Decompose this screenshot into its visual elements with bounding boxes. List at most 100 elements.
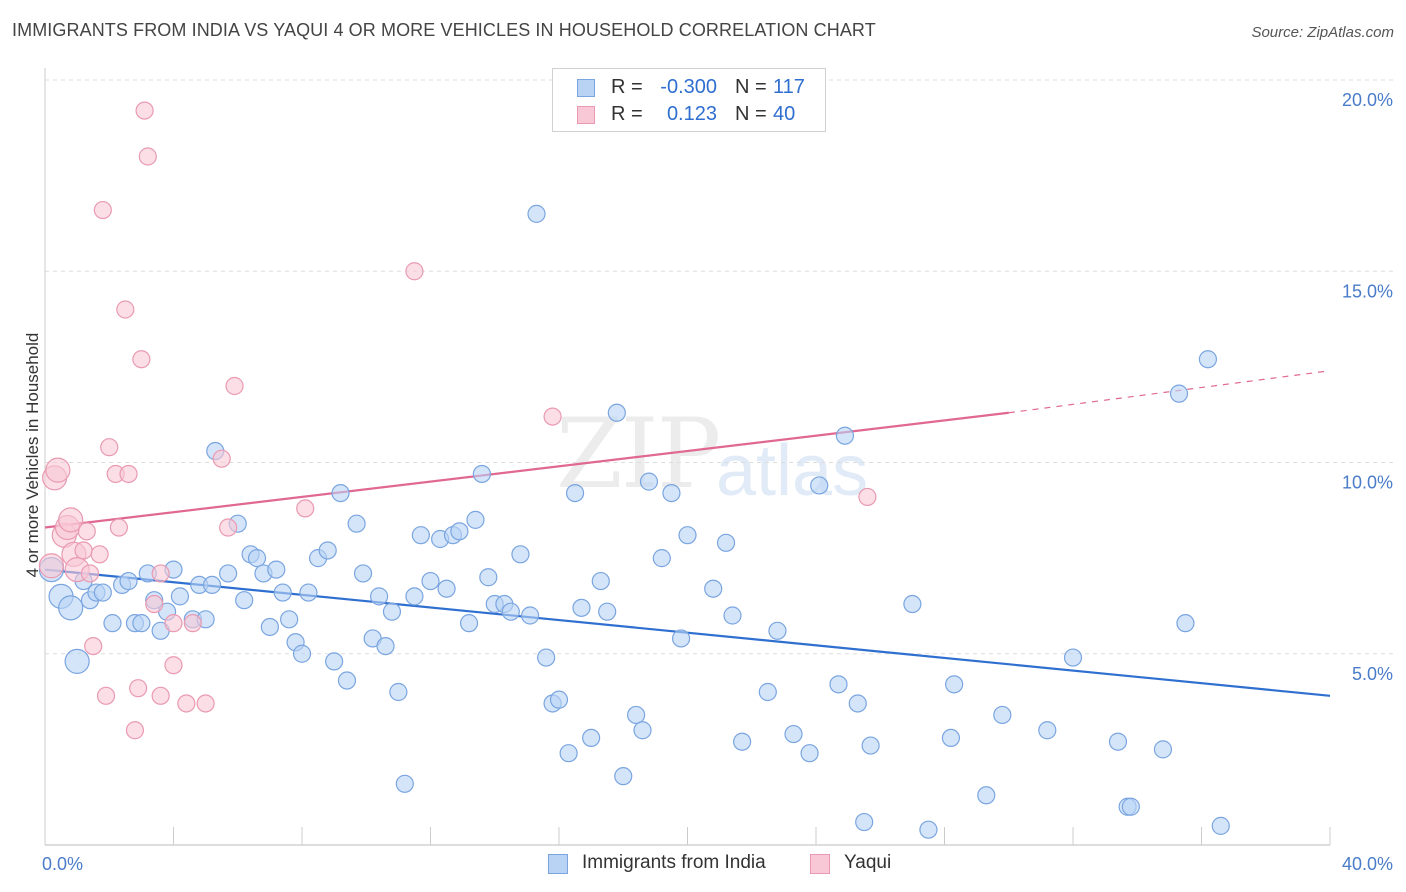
india-point <box>318 541 337 560</box>
india-point <box>945 675 964 694</box>
yaqui-trend-line-extension <box>1008 370 1331 414</box>
india-point <box>733 732 752 751</box>
india-point <box>280 610 299 629</box>
n-value: 40 <box>773 103 796 125</box>
r-value: 0.123 <box>666 103 717 125</box>
yaqui-point <box>196 694 215 713</box>
india-point <box>501 602 520 621</box>
india-point <box>58 595 84 621</box>
india-point <box>389 682 408 702</box>
r-value: -0.300 <box>660 76 717 98</box>
india-point <box>614 767 633 786</box>
india-point <box>527 204 546 223</box>
yaqui-point <box>151 686 170 705</box>
india-point <box>1108 732 1128 751</box>
india-point <box>273 583 292 602</box>
india-point <box>919 820 938 839</box>
india-point <box>903 594 922 614</box>
yaqui-point <box>151 564 170 583</box>
x-tick-label: 0.0% <box>42 854 83 874</box>
yaqui-point <box>296 499 315 518</box>
india-point <box>810 476 829 495</box>
india-point <box>437 579 456 598</box>
yaqui-swatch <box>577 106 595 124</box>
yaqui-point <box>58 507 84 533</box>
legend-label-yaqui: Yaqui <box>844 852 892 873</box>
yaqui-point <box>543 407 562 426</box>
india-point <box>376 636 395 656</box>
india-point <box>704 579 723 598</box>
yaqui-point <box>405 262 424 281</box>
x-tick-label: 40.0% <box>1342 854 1393 874</box>
y-tick-label: 20.0% <box>1342 90 1393 110</box>
n-label: N = <box>735 76 767 98</box>
yaqui-point <box>129 679 148 698</box>
yaqui-legend-swatch <box>810 854 830 874</box>
india-point <box>565 484 585 503</box>
india-point <box>1038 721 1057 740</box>
india-point <box>607 403 626 422</box>
india-point <box>466 510 485 529</box>
india-point <box>459 614 479 633</box>
india-point <box>977 786 996 805</box>
india-point <box>260 617 279 637</box>
india-point <box>582 728 601 748</box>
yaqui-point <box>132 350 151 369</box>
india-point <box>479 568 498 587</box>
india-point <box>1121 797 1140 816</box>
india-legend-swatch <box>548 854 568 874</box>
india-point <box>395 774 414 793</box>
correlation-legend: R = -0.300 N = 117 R = 0.123 N = 40 <box>552 68 826 132</box>
india-point <box>511 545 530 564</box>
india-point <box>716 533 736 552</box>
india-point <box>768 621 787 640</box>
india-point <box>758 682 777 702</box>
yaqui-point <box>135 101 154 120</box>
yaqui-trend-line <box>44 411 1009 529</box>
india-point <box>170 587 190 606</box>
india-point <box>598 602 617 621</box>
yaqui-point <box>38 553 65 579</box>
yaqui-point <box>164 614 183 633</box>
india-point <box>450 522 469 541</box>
india-swatch <box>577 79 595 97</box>
yaqui-point <box>225 376 244 396</box>
india-point <box>292 644 312 663</box>
yaqui-point <box>116 300 135 319</box>
india-point <box>855 812 874 832</box>
india-point <box>835 426 855 445</box>
india-point <box>537 648 556 667</box>
yaqui-point <box>164 656 183 675</box>
yaqui-point <box>212 449 231 468</box>
india-point <box>723 606 742 625</box>
india-point <box>103 614 122 633</box>
india-point <box>64 648 90 675</box>
india-point <box>626 705 646 725</box>
tick-labels: 5.0% 10.0% 15.0% 20.0% 0.0% 40.0% <box>42 90 1393 874</box>
india-point <box>331 484 350 503</box>
grid-lines <box>45 79 1395 655</box>
india-point <box>800 744 819 763</box>
india-point <box>325 652 344 671</box>
india-point <box>941 728 961 748</box>
india-point <box>1176 614 1195 633</box>
yaqui-point <box>90 545 109 564</box>
data-points <box>38 101 1230 839</box>
y-tick-label: 5.0% <box>1352 664 1393 684</box>
yaqui-point <box>138 147 157 166</box>
india-point <box>1198 350 1218 369</box>
india-point <box>861 736 880 755</box>
india-point <box>421 571 440 591</box>
india-point <box>382 602 402 621</box>
yaqui-point <box>125 721 145 740</box>
yaqui-point <box>219 518 238 537</box>
yaqui-point <box>84 636 103 656</box>
yaqui-point <box>109 518 128 537</box>
n-label: N = <box>735 103 767 125</box>
india-point <box>347 514 366 533</box>
chart-title: IMMIGRANTS FROM INDIA VS YAQUI 4 OR MORE… <box>12 20 876 40</box>
india-point <box>235 591 254 610</box>
india-point <box>829 675 848 694</box>
india-point <box>591 571 610 591</box>
